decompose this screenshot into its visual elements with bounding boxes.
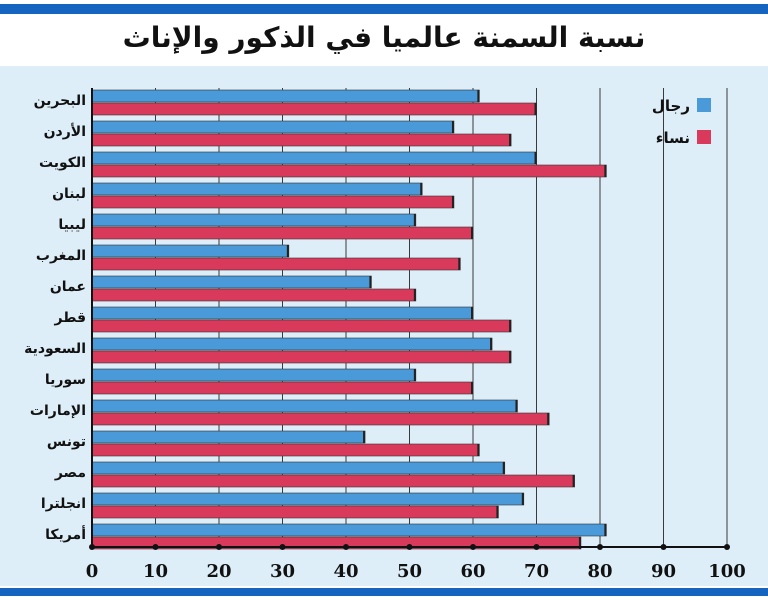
bar-end-shadow xyxy=(413,289,416,301)
top-accent-bar xyxy=(0,4,768,14)
legend-label: نساء xyxy=(656,129,690,147)
bar-end-shadow xyxy=(420,183,423,195)
category-label: لبنان xyxy=(52,186,86,202)
bar-men xyxy=(91,399,518,413)
bar-men xyxy=(91,244,290,258)
bar-end-shadow xyxy=(534,152,537,164)
bar-end-shadow xyxy=(471,227,473,239)
bar-end-shadow xyxy=(578,537,581,549)
category-label: المغرب xyxy=(36,248,86,264)
category-label: مصر xyxy=(54,465,86,481)
category-label: الأردن xyxy=(44,123,86,140)
bar-end-shadow xyxy=(471,382,473,394)
category-label: سوريا xyxy=(45,372,86,388)
bar-men xyxy=(91,461,506,475)
x-tick-label: 50 xyxy=(397,561,422,582)
bar-end-shadow xyxy=(477,444,480,456)
x-tick-label: 20 xyxy=(206,561,231,582)
bar-end-shadow xyxy=(363,431,366,443)
bar-end-shadow xyxy=(286,245,289,257)
x-tick-label: 0 xyxy=(86,561,99,582)
bar-end-shadow xyxy=(521,493,524,505)
x-tick-label: 60 xyxy=(460,561,485,582)
bar-men xyxy=(91,368,417,382)
bar-women xyxy=(91,102,537,116)
bar-men xyxy=(91,523,607,537)
bar-women xyxy=(91,381,474,395)
bar-women xyxy=(91,350,512,364)
legend-swatch xyxy=(697,130,711,144)
tick-labels: 0 10 20 30 40 50 60 70 80 90 100 xyxy=(86,561,746,582)
bar-men xyxy=(91,430,366,444)
bar-men xyxy=(91,120,455,134)
bar-women xyxy=(91,195,455,209)
bar-men xyxy=(91,89,480,103)
x-tick-label: 10 xyxy=(143,561,168,582)
bar-men xyxy=(91,151,537,165)
bar-men xyxy=(91,306,474,320)
bar-women xyxy=(91,133,512,147)
x-tick-label: 100 xyxy=(708,561,746,582)
category-label: قطر xyxy=(53,310,86,326)
bar-men xyxy=(91,337,493,351)
category-label: تونس xyxy=(47,434,86,450)
bar-women xyxy=(91,164,607,178)
x-tick-label: 90 xyxy=(651,561,676,582)
bar-end-shadow xyxy=(515,400,518,412)
category-label: انجلترا xyxy=(41,496,86,512)
category-label: البحرين xyxy=(34,93,86,109)
category-label: أمريكا xyxy=(45,525,86,543)
bar-women xyxy=(91,226,474,240)
bottom-accent-bar xyxy=(0,588,768,596)
category-label: الكويت xyxy=(39,155,86,171)
chart-title: نسبة السمنة عالميا في الذكور والإناث xyxy=(122,21,646,54)
bar-end-shadow xyxy=(458,258,461,270)
bar-end-shadow xyxy=(502,462,505,474)
bar-women xyxy=(91,257,461,271)
category-label: ليبيا xyxy=(58,217,86,233)
bar-end-shadow xyxy=(451,121,454,133)
bar-women xyxy=(91,319,512,333)
bar-men xyxy=(91,275,372,289)
bar-men xyxy=(91,213,417,227)
axes xyxy=(89,88,730,550)
bar-end-shadow xyxy=(477,90,480,102)
x-tick-label: 70 xyxy=(524,561,549,582)
bar-end-shadow xyxy=(509,134,512,146)
bar-end-shadow xyxy=(413,369,416,381)
category-label: عمان xyxy=(50,279,86,295)
category-labels: البحرين الأردن الكويت لبنان ليبيا المغرب عمان ق… xyxy=(24,93,86,543)
category-label: السعودية xyxy=(24,341,86,357)
bar-end-shadow xyxy=(413,214,416,226)
bar-women xyxy=(91,288,417,302)
bars xyxy=(91,89,607,550)
bar-end-shadow xyxy=(451,196,454,208)
bar-end-shadow xyxy=(369,276,372,288)
x-tick-label: 40 xyxy=(333,561,358,582)
bar-end-shadow xyxy=(604,524,607,536)
bar-end-shadow xyxy=(547,413,550,425)
bar-end-shadow xyxy=(509,320,512,332)
x-tick-label: 80 xyxy=(587,561,612,582)
bar-women xyxy=(91,412,550,426)
bar-end-shadow xyxy=(471,307,473,319)
category-label: الإمارات xyxy=(30,403,86,419)
bar-women xyxy=(91,443,480,457)
bar-men xyxy=(91,182,423,196)
bar-women xyxy=(91,505,499,519)
bar-end-shadow xyxy=(509,351,512,363)
legend-label: رجال xyxy=(652,97,690,115)
bar-end-shadow xyxy=(534,103,537,115)
x-tick-label: 30 xyxy=(270,561,295,582)
bar-end-shadow xyxy=(572,475,575,487)
legend-swatch xyxy=(697,98,711,112)
bar-women xyxy=(91,474,575,488)
bar-end-shadow xyxy=(490,338,493,350)
legend: رجال نساء xyxy=(652,97,711,147)
bar-men xyxy=(91,492,525,506)
bar-end-shadow xyxy=(496,506,499,518)
bar-end-shadow xyxy=(604,165,607,177)
